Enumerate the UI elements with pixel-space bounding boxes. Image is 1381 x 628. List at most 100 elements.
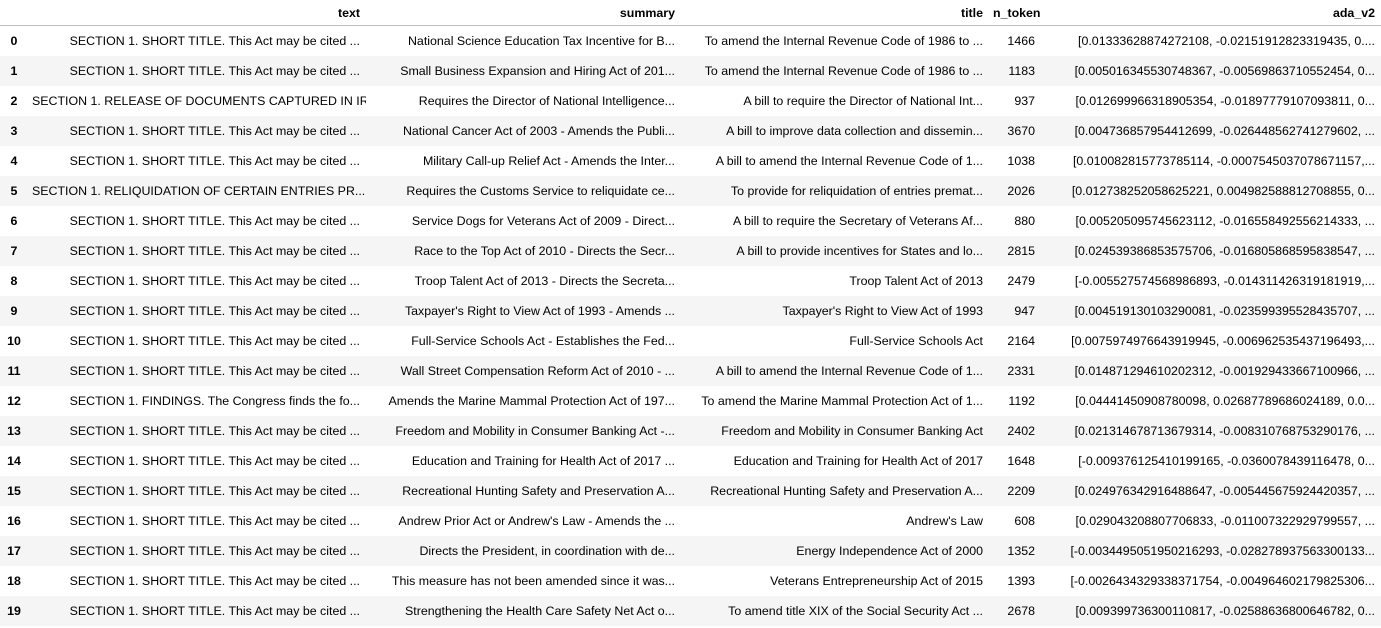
cell-ada-v2: [0.010082815773785114, -0.00075450370786…: [1072, 154, 1375, 168]
cell-text: SECTION 1. RELIQUIDATION OF CERTAIN ENTR…: [32, 184, 366, 198]
cell-title: Energy Independence Act of 2000: [796, 544, 983, 558]
cell-text: SECTION 1. SHORT TITLE. This Act may be …: [69, 334, 360, 348]
cell-ada-v2: [0.014871294610202312, -0.00192943366710…: [1074, 364, 1375, 378]
cell-summary: Andrew Prior Act or Andrew's Law - Amend…: [398, 514, 675, 528]
cell-ada-v2: [-0.0026434329338371754, -0.004964602179…: [1070, 574, 1375, 588]
cell-text: SECTION 1. SHORT TITLE. This Act may be …: [69, 244, 360, 258]
cell-n-tokens: 1038: [1007, 154, 1035, 168]
row-index: 13: [7, 424, 21, 438]
cell-ada-v2: [0.012738252058625221, 0.004982588812708…: [1071, 184, 1375, 198]
row-index: 5: [10, 184, 18, 198]
cell-ada-v2: [0.005205095745623112, -0.01655849255621…: [1075, 214, 1376, 228]
cell-ada-v2: [0.029043208807706833, -0.01100732292979…: [1075, 514, 1376, 528]
cell-title: To amend the Marine Mammal Protection Ac…: [701, 394, 983, 408]
column-header-n-tokens: n_tokens: [989, 0, 1041, 26]
cell-title: To provide for reliquidation of entries …: [730, 184, 983, 198]
cell-title: A bill to provide incentives for States …: [736, 244, 983, 258]
table-row: 10 SECTION 1. SHORT TITLE. This Act may b…: [0, 326, 1381, 356]
row-index: 14: [7, 454, 21, 468]
cell-title: Freedom and Mobility in Consumer Banking…: [721, 424, 983, 438]
cell-text: SECTION 1. SHORT TITLE. This Act may be …: [69, 124, 360, 138]
cell-summary: Service Dogs for Veterans Act of 2009 - …: [411, 214, 675, 228]
table-row: 17 SECTION 1. SHORT TITLE. This Act may b…: [0, 536, 1381, 566]
cell-ada-v2: [0.0075974976643919945, -0.0069625354371…: [1071, 334, 1375, 348]
cell-summary: Taxpayer's Right to View Act of 1993 - A…: [404, 304, 675, 318]
cell-summary: This measure has not been amended since …: [391, 574, 675, 588]
row-index: 15: [7, 484, 21, 498]
cell-title: To amend title XIX of the Social Securit…: [728, 604, 983, 618]
cell-n-tokens: 2164: [1007, 334, 1035, 348]
column-header-index: [0, 0, 28, 26]
cell-text: SECTION 1. RELEASE OF DOCUMENTS CAPTURED…: [32, 94, 366, 108]
cell-summary: Military Call-up Relief Act - Amends the…: [422, 154, 675, 168]
row-index: 19: [7, 604, 21, 618]
cell-summary: Requires the Director of National Intell…: [418, 94, 675, 108]
cell-summary: Directs the President, in coordination w…: [419, 544, 675, 558]
cell-text: SECTION 1. SHORT TITLE. This Act may be …: [69, 34, 360, 48]
cell-title: Andrew's Law: [906, 514, 983, 528]
cell-title: Full-Service Schools Act: [849, 334, 983, 348]
cell-text: SECTION 1. SHORT TITLE. This Act may be …: [69, 154, 360, 168]
cell-summary: Troop Talent Act of 2013 - Directs the S…: [414, 274, 675, 288]
cell-text: SECTION 1. SHORT TITLE. This Act may be …: [69, 604, 360, 618]
table-row: 9 SECTION 1. SHORT TITLE. This Act may be…: [0, 296, 1381, 326]
cell-text: SECTION 1. FINDINGS. The Congress finds …: [69, 394, 360, 408]
cell-title: A bill to require the Director of Nation…: [743, 94, 983, 108]
row-index: 10: [7, 334, 21, 348]
cell-n-tokens: 3670: [1007, 124, 1035, 138]
table-row: 1 SECTION 1. SHORT TITLE. This Act may be…: [0, 56, 1381, 86]
cell-ada-v2: [-0.005527574568986893, -0.0143114263191…: [1074, 274, 1375, 288]
cell-n-tokens: 1352: [1007, 544, 1035, 558]
table-row: 12 SECTION 1. FINDINGS. The Congress find…: [0, 386, 1381, 416]
row-index: 2: [10, 94, 18, 108]
cell-n-tokens: 937: [1014, 94, 1035, 108]
row-index: 11: [7, 364, 21, 378]
cell-ada-v2: [-0.009376125410199165, -0.0360078439116…: [1078, 454, 1375, 468]
table-row: 3 SECTION 1. SHORT TITLE. This Act may be…: [0, 116, 1381, 146]
cell-title: To amend the Internal Revenue Code of 19…: [704, 34, 983, 48]
cell-title: A bill to require the Secretary of Veter…: [732, 214, 983, 228]
table-row: 0 SECTION 1. SHORT TITLE. This Act may be…: [0, 26, 1381, 57]
row-index: 17: [7, 544, 21, 558]
cell-summary: Requires the Customs Service to reliquid…: [406, 184, 675, 198]
cell-title: To amend the Internal Revenue Code of 19…: [704, 64, 983, 78]
cell-summary: Small Business Expansion and Hiring Act …: [400, 64, 675, 78]
column-header-title: title: [681, 0, 989, 26]
cell-summary: Race to the Top Act of 2010 - Directs th…: [414, 244, 675, 258]
table-row: 5 SECTION 1. RELIQUIDATION OF CERTAIN ENT…: [0, 176, 1381, 206]
cell-n-tokens: 1192: [1008, 394, 1035, 408]
column-header-ada-v2: ada_v2: [1041, 0, 1381, 26]
cell-text: SECTION 1. SHORT TITLE. This Act may be …: [69, 424, 360, 438]
cell-text: SECTION 1. SHORT TITLE. This Act may be …: [69, 364, 360, 378]
cell-ada-v2: [0.01333628874272108, -0.021519128233194…: [1078, 34, 1375, 48]
column-header-text: text: [28, 0, 366, 26]
cell-n-tokens: 2402: [1007, 424, 1035, 438]
cell-title: Education and Training for Health Act of…: [733, 454, 983, 468]
cell-n-tokens: 880: [1014, 214, 1035, 228]
cell-summary: Full-Service Schools Act - Establishes t…: [411, 334, 675, 348]
cell-n-tokens: 1466: [1007, 34, 1035, 48]
table-row: 6 SECTION 1. SHORT TITLE. This Act may be…: [0, 206, 1381, 236]
cell-n-tokens: 947: [1014, 304, 1035, 318]
cell-text: SECTION 1. SHORT TITLE. This Act may be …: [69, 274, 360, 288]
cell-summary: Recreational Hunting Safety and Preserva…: [402, 484, 675, 498]
cell-ada-v2: [-0.0034495051950216293, -0.028278937563…: [1070, 544, 1375, 558]
cell-n-tokens: 1393: [1007, 574, 1035, 588]
row-index: 4: [10, 154, 18, 168]
cell-text: SECTION 1. SHORT TITLE. This Act may be …: [69, 64, 360, 78]
cell-summary: Education and Training for Health Act of…: [411, 454, 675, 468]
row-index: 8: [10, 274, 18, 288]
table-row: 8 SECTION 1. SHORT TITLE. This Act may be…: [0, 266, 1381, 296]
row-index: 0: [10, 34, 18, 48]
cell-ada-v2: [0.012699966318905354, -0.01897779107093…: [1075, 94, 1376, 108]
cell-n-tokens: 2026: [1007, 184, 1035, 198]
cell-title: Recreational Hunting Safety and Preserva…: [710, 484, 983, 498]
cell-text: SECTION 1. SHORT TITLE. This Act may be …: [69, 214, 360, 228]
cell-n-tokens: 2479: [1007, 274, 1035, 288]
cell-summary: Amends the Marine Mammal Protection Act …: [388, 394, 676, 408]
cell-ada-v2: [0.005016345530748367, -0.00569863710552…: [1074, 64, 1375, 78]
cell-summary: Freedom and Mobility in Consumer Banking…: [395, 424, 675, 438]
row-index: 9: [10, 304, 18, 318]
cell-title: Taxpayer's Right to View Act of 1993: [782, 304, 984, 318]
